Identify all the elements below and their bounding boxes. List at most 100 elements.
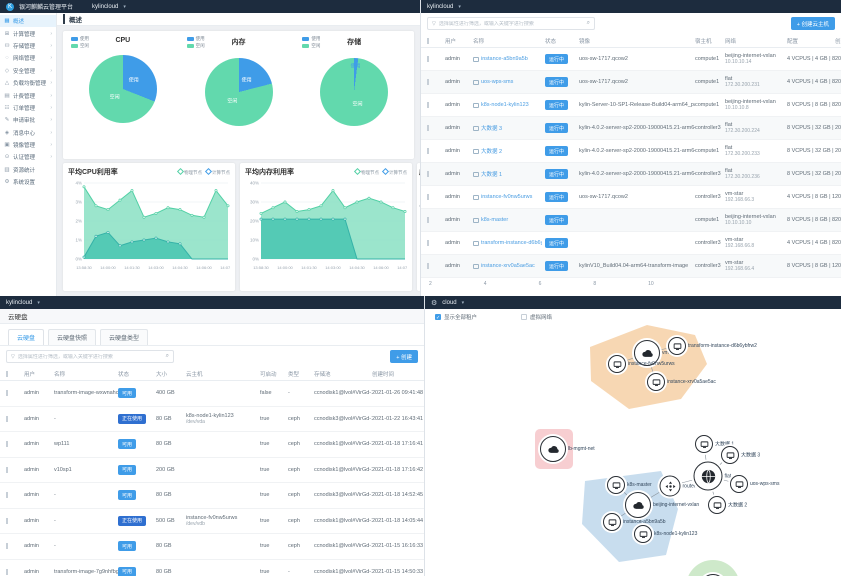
instance-name-link[interactable]: 大数据 2 — [473, 147, 542, 155]
topology-node-vm-bd1[interactable]: 大数据 1 — [695, 435, 734, 453]
instance-name-link[interactable]: k8s-node1-kylin123 — [473, 102, 542, 108]
tab-云硬盘类型[interactable]: 云硬盘类型 — [100, 329, 149, 345]
project-selector[interactable]: kylincloud — [6, 299, 33, 306]
sidebar-item[interactable]: ▣ 镜像管理 › — [0, 139, 56, 151]
pagination-number[interactable]: 10 — [648, 281, 654, 287]
topology-node-vm-bd2[interactable]: 大数据 2 — [708, 496, 747, 514]
project-selector[interactable]: kylincloud — [427, 3, 454, 10]
instances-search-input[interactable] — [438, 20, 584, 27]
sidebar-item[interactable]: ☷ 订单管理 › — [0, 102, 56, 114]
dashboard-window: K 银河麒麟云管理平台 kylincloud ▾ ▦ 概述 ⊞ 计算管理 › ⛁ 存储管理 ›… — [0, 0, 420, 296]
create-volume-button[interactable]: + 创建 — [390, 350, 418, 363]
topology-node-vm-transform[interactable]: transform-instance-d6b6ybfrw2 — [668, 337, 757, 355]
search-icon[interactable]: ⌕ — [165, 353, 169, 359]
instance-name-link[interactable]: k8s-master — [473, 217, 542, 223]
row-checkbox[interactable] — [6, 543, 8, 550]
pagination-number[interactable]: 2 — [429, 281, 432, 287]
pie-title: CPU — [115, 37, 131, 44]
row-checkbox[interactable] — [427, 240, 429, 246]
row-checkbox[interactable] — [6, 415, 8, 422]
instance-name-link[interactable]: instance-xrv0a5ae5ac — [473, 263, 542, 269]
instance-name-link[interactable]: instance-a5bn9a5b — [473, 56, 542, 62]
topology-node-router1[interactable]: router1 — [659, 475, 698, 497]
instance-name-link[interactable]: transform-instance-d6b6ybfrw2 — [473, 240, 542, 246]
table-row: admin wp111 可用 80 GB true ceph ccnodisk1@lvol#… — [0, 432, 424, 458]
vm-icon — [473, 263, 479, 269]
sidebar-item[interactable]: ⚙ 系统设置 — [0, 176, 56, 188]
tab-云硬盘快照[interactable]: 云硬盘快照 — [48, 329, 97, 345]
topology-node-label: uos-wps-sms — [750, 481, 780, 487]
topology-node-vm-a5bn[interactable]: instance-a5bn9a5b — [603, 513, 666, 531]
sidebar-item[interactable]: ✎ 申请审批 › — [0, 114, 56, 126]
row-checkbox[interactable] — [427, 125, 429, 131]
instance-name-link[interactable]: 大数据 3 — [473, 124, 542, 132]
sidebar-item[interactable]: ⛁ 存储管理 › — [0, 40, 56, 52]
row-checkbox[interactable] — [427, 171, 429, 177]
topology-node-vm-uos[interactable]: uos-wps-sms — [730, 475, 779, 493]
topology-node-net-vmstar[interactable]: vm-star — [634, 340, 679, 366]
legend-swatch — [186, 44, 194, 48]
instances-filter-box[interactable]: ▽ ⌕ — [427, 17, 595, 30]
project-selector[interactable]: kylincloud — [92, 3, 119, 10]
topology-filter-checkbox[interactable]: ✓ 显示全部租户 — [435, 313, 477, 321]
search-icon[interactable]: ⌕ — [586, 20, 590, 26]
pagination-number[interactable]: 8 — [593, 281, 597, 287]
row-checkbox[interactable] — [427, 56, 429, 62]
pagination-number[interactable]: 6 — [538, 281, 542, 287]
host-cell: compute1 — [695, 56, 720, 62]
create-instance-button[interactable]: + 创建云主机 — [790, 17, 835, 30]
sidebar-item[interactable]: ⊙ 认证管理 › — [0, 151, 56, 163]
pie-chart: 使用 空闲 — [204, 58, 273, 126]
topology-filter-checkbox[interactable]: 虚拟网络 — [521, 313, 552, 321]
topology-node-vm-bd3[interactable]: 大数据 3 — [721, 446, 760, 464]
topology-node-net-bjvxlan[interactable]: beijing-internet-vxlan — [625, 492, 699, 518]
row-checkbox[interactable] — [6, 492, 8, 499]
type-cell: ceph — [288, 517, 300, 524]
topology-node-vm-k8snode[interactable]: k8s-node1-kylin123 — [634, 525, 697, 543]
name-cell: transform-image-wxwnahcfkw — [54, 390, 118, 397]
row-checkbox[interactable] — [427, 217, 429, 223]
sidebar-item[interactable]: ⊞ 计算管理 › — [0, 27, 56, 39]
pool-cell: ccnodisk1@lvol#VirGd-1 — [314, 568, 372, 575]
volumes-filter-box[interactable]: ▽ ⌕ — [6, 350, 174, 363]
select-all-checkbox[interactable] — [427, 37, 429, 44]
row-checkbox[interactable] — [427, 194, 429, 200]
row-checkbox[interactable] — [427, 263, 429, 269]
topology-node-vm-k8smaster[interactable]: k8s-master — [607, 476, 652, 494]
sidebar-item[interactable]: ◇ 安全管理 › — [0, 65, 56, 77]
sidebar-item[interactable]: △ 负载均衡管理 › — [0, 77, 56, 89]
vm-icon — [473, 125, 479, 131]
pagination-number[interactable]: 4 — [483, 281, 487, 287]
sidebar-item[interactable]: ▦ 概述 — [0, 15, 56, 28]
row-checkbox[interactable] — [6, 441, 8, 448]
topology-node-vm-xrv[interactable]: instance-xrv0a5ae5ac — [647, 373, 716, 391]
row-checkbox[interactable] — [6, 568, 8, 575]
project-selector[interactable]: cloud — [442, 299, 457, 306]
sidebar-item[interactable]: ▤ 计费管理 › — [0, 89, 56, 101]
topology-node-net-lbmgmt[interactable]: lb-mgmt-net — [540, 436, 595, 462]
row-checkbox[interactable] — [427, 79, 429, 85]
topology-node-vm-fv0[interactable]: instance-fv0nw5urws — [608, 355, 675, 373]
sidebar-item[interactable]: ◈ 消息中心 › — [0, 127, 56, 139]
pie-legend-item: 使用 — [186, 36, 205, 42]
row-checkbox-cell — [427, 102, 445, 108]
row-checkbox[interactable] — [6, 466, 8, 473]
name-cell: - — [54, 492, 56, 499]
gear-icon[interactable]: ⚙ — [431, 299, 438, 307]
instance-name-link[interactable]: uos-wps-sms — [473, 79, 542, 85]
sidebar-item[interactable]: ◌ 网络管理 › — [0, 52, 56, 64]
row-checkbox[interactable] — [427, 148, 429, 154]
sidebar-item-icon: ▤ — [4, 92, 10, 99]
row-checkbox[interactable] — [6, 517, 8, 524]
sidebar-item[interactable]: ▥ 资源统计 — [0, 164, 56, 176]
row-checkbox[interactable] — [6, 390, 8, 397]
legend-item: 计算节点 — [204, 167, 230, 176]
row-checkbox[interactable] — [427, 102, 429, 108]
pie-title: 存储 — [347, 39, 362, 46]
select-all-checkbox[interactable] — [6, 370, 8, 377]
topology-node-net-flat[interactable]: flat — [693, 461, 731, 491]
tab-云硬盘[interactable]: 云硬盘 — [8, 329, 45, 345]
volumes-search-input[interactable] — [17, 353, 163, 360]
instance-name-link[interactable]: 大数据 1 — [473, 170, 542, 178]
instance-name-link[interactable]: instance-fv0nw5urws — [473, 194, 542, 200]
